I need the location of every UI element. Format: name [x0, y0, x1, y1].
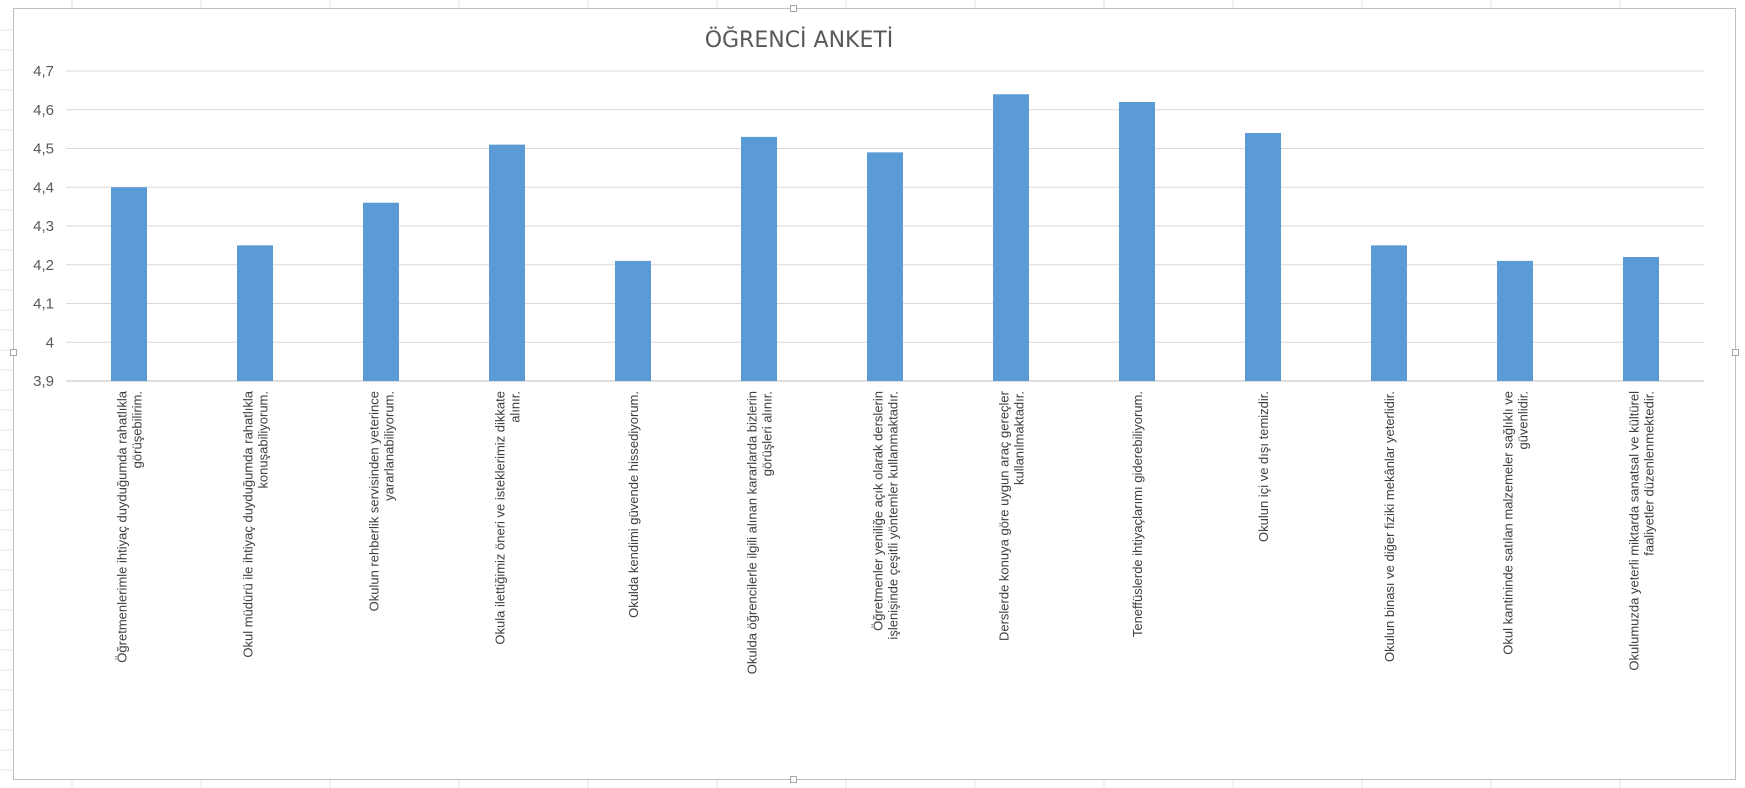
- category-label: Öğretmenler yeniliğe açık olarak dersler…: [871, 391, 901, 640]
- category-label-line: Okulun binası ve diğer fiziki mekânlar y…: [1382, 391, 1397, 662]
- chart-area[interactable]: ÖĞRENCİ ANKETİ 3,9 4 4,1 4,2 4,3 4,4 4,5 4,6 4,7…: [10, 5, 1739, 783]
- category-label-line: Okulun rehberlik servisinden yeterince: [367, 391, 382, 611]
- bar: [867, 152, 903, 381]
- resize-handle-right[interactable]: [1732, 349, 1739, 356]
- y-tick-label: 4,7: [33, 63, 54, 80]
- y-tick-label: 4,6: [33, 102, 54, 119]
- resize-handle-bottom[interactable]: [790, 776, 797, 783]
- category-label-line: Okul müdürü ile ihtiyaç duyduğumda rahat…: [241, 390, 256, 657]
- category-label-line: Okul kantininde satılan malzemeler sağlı…: [1501, 391, 1516, 655]
- category-label-line: Öğretmenler yeniliğe açık olarak dersler…: [871, 391, 886, 631]
- category-label-line: konuşabiliyorum.: [256, 391, 271, 489]
- category-label: Okulun binası ve diğer fiziki mekânlar y…: [1382, 391, 1397, 662]
- bar: [489, 144, 525, 381]
- y-tick-label: 4,5: [33, 141, 54, 158]
- category-label-line: güvenlidir.: [1516, 391, 1531, 450]
- y-tick-label: 4,2: [33, 257, 54, 274]
- bar: [741, 136, 777, 381]
- category-label-line: kullanılmaktadır.: [1012, 391, 1027, 485]
- category-label: Okula ilettiğimiz öneri ve isteklerimiz …: [493, 391, 523, 645]
- y-tick-label: 4: [46, 334, 54, 351]
- category-label-line: Teneffüslerde ihtiyaçlarımı giderebiliyo…: [1130, 391, 1145, 637]
- category-label: Okul kantininde satılan malzemeler sağlı…: [1501, 391, 1531, 655]
- category-label: Okulda kendimi güvende hissediyorum.: [626, 391, 641, 618]
- resize-handle-left[interactable]: [10, 349, 17, 356]
- category-label: Okulun rehberlik servisinden yeterince ya…: [367, 391, 397, 611]
- category-label-line: Okulda kendimi güvende hissediyorum.: [626, 391, 641, 618]
- resize-handle-top[interactable]: [790, 5, 797, 12]
- category-label: Okul müdürü ile ihtiyaç duyduğumda rahat…: [241, 390, 271, 657]
- category-label-line: Okulda öğrencilerle ilgili alınan kararl…: [745, 391, 760, 674]
- category-label: Derslerde konuya göre uygun araç gereçle…: [997, 390, 1027, 641]
- bar-chart: ÖĞRENCİ ANKETİ 3,9 4 4,1 4,2 4,3 4,4 4,5 4,6 4,7…: [33, 27, 1704, 674]
- bars: [111, 94, 1659, 381]
- y-tick-label: 4,3: [33, 218, 54, 235]
- category-label: Okulumuzda yeterli miktarda sanatsal ve …: [1627, 391, 1657, 671]
- category-label: Öğretmenlerimle ihtiyaç duyduğumda rahat…: [115, 390, 145, 662]
- bar: [1623, 257, 1659, 381]
- category-label: Teneffüslerde ihtiyaçlarımı giderebiliyo…: [1130, 391, 1145, 637]
- bar: [1497, 260, 1533, 381]
- bar: [237, 245, 273, 381]
- y-axis-ticks: 3,9 4 4,1 4,2 4,3 4,4 4,5 4,6 4,7: [33, 63, 54, 390]
- bar: [1371, 245, 1407, 381]
- category-label-line: yararlanabiliyorum.: [382, 391, 397, 501]
- category-label-line: faaliyetler düzenlenmektedir.: [1642, 391, 1657, 556]
- chart-title: ÖĞRENCİ ANKETİ: [705, 27, 894, 53]
- bar: [363, 202, 399, 381]
- category-label-line: işlenişinde çeşitli yöntemler kullanmakt…: [886, 391, 901, 640]
- category-label-line: Okulumuzda yeterli miktarda sanatsal ve …: [1627, 391, 1642, 671]
- category-label-line: görüşleri alınır.: [760, 391, 775, 476]
- y-tick-label: 3,9: [33, 373, 54, 390]
- category-label: Okulun içi ve dışı temizdir.: [1256, 391, 1271, 542]
- category-label-line: Derslerde konuya göre uygun araç gereçle…: [997, 390, 1012, 641]
- category-label-line: alınır.: [508, 391, 523, 423]
- bar: [1119, 102, 1155, 381]
- category-label-line: Okulun içi ve dışı temizdir.: [1256, 391, 1271, 542]
- bar: [615, 260, 651, 381]
- category-label-line: Okula ilettiğimiz öneri ve isteklerimiz …: [493, 391, 508, 645]
- bar: [1245, 133, 1281, 381]
- category-label-line: görüşebilirim.: [130, 391, 145, 468]
- bar: [993, 94, 1029, 381]
- category-label: Okulda öğrencilerle ilgili alınan kararl…: [745, 391, 775, 674]
- y-tick-label: 4,1: [33, 296, 54, 313]
- x-axis-categories: Öğretmenlerimle ihtiyaç duyduğumda rahat…: [115, 390, 1657, 674]
- category-label-line: Öğretmenlerimle ihtiyaç duyduğumda rahat…: [115, 390, 130, 662]
- bar: [111, 187, 147, 381]
- y-tick-label: 4,4: [33, 179, 54, 196]
